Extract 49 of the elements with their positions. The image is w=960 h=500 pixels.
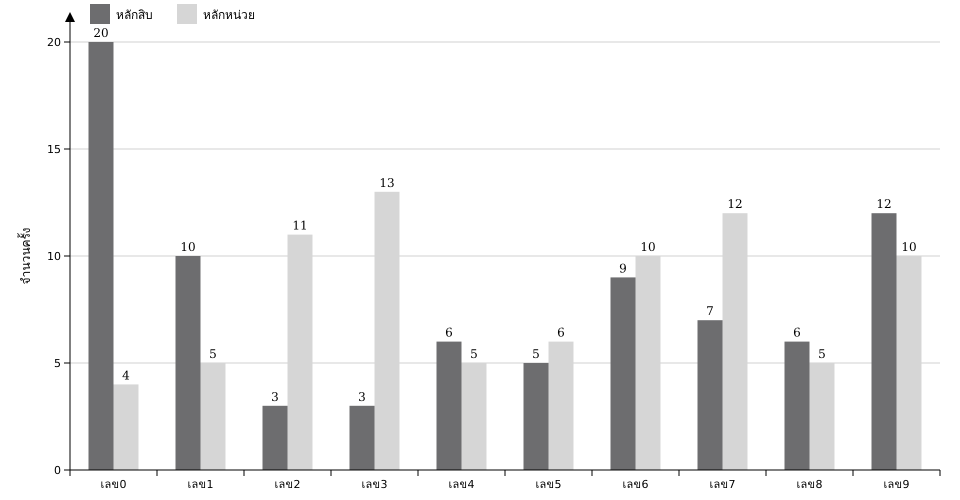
data-label: 3 — [358, 390, 366, 404]
bar — [784, 342, 810, 470]
x-tick-label: เลข6 — [622, 478, 648, 491]
bar — [872, 213, 896, 470]
x-tick-label: เลข4 — [448, 478, 474, 491]
x-tick-label: เลข7 — [710, 478, 736, 491]
x-tick-label: เลข3 — [362, 478, 388, 491]
bar — [610, 277, 636, 470]
data-label: 13 — [379, 176, 395, 190]
bar — [350, 406, 374, 470]
x-tick-label: เลข2 — [274, 478, 300, 491]
data-label: 3 — [271, 390, 279, 404]
bar — [436, 342, 462, 470]
data-label: 10 — [180, 240, 196, 254]
data-label: 6 — [793, 326, 801, 340]
bar — [524, 363, 548, 470]
y-tick-label: 5 — [54, 357, 61, 370]
y-tick-label: 0 — [54, 464, 61, 477]
bar — [176, 256, 200, 470]
bar — [698, 320, 722, 470]
data-label: 6 — [445, 326, 453, 340]
y-tick-label: 15 — [47, 143, 61, 156]
x-tick-label: เลข9 — [884, 478, 910, 491]
data-label: 11 — [292, 218, 308, 233]
y-axis-title: จำนวนครั้ง — [17, 228, 33, 284]
data-label: 5 — [532, 347, 540, 361]
x-tick-label: เลข0 — [100, 478, 126, 491]
y-tick-label: 20 — [47, 36, 61, 49]
data-label: 5 — [818, 347, 826, 361]
x-tick-label: เลข8 — [796, 478, 822, 491]
data-label: 6 — [557, 326, 565, 340]
data-label: 20 — [93, 26, 109, 40]
data-label: 10 — [640, 240, 656, 254]
bar — [114, 384, 138, 470]
data-label: 12 — [876, 197, 892, 212]
data-label: 12 — [727, 197, 743, 212]
data-label: 10 — [901, 240, 917, 254]
data-label: 5 — [470, 347, 478, 361]
bar — [88, 42, 114, 470]
x-tick-label: เลข1 — [188, 478, 214, 491]
data-label: 7 — [706, 304, 714, 318]
data-label: 9 — [619, 261, 627, 276]
y-tick-label: 10 — [47, 250, 61, 263]
legend-label: หลักสิบ — [116, 8, 153, 22]
data-label: 5 — [209, 347, 217, 361]
x-tick-label: เลข5 — [536, 478, 562, 491]
bar — [262, 406, 288, 470]
legend-label: หลักหน่วย — [203, 8, 255, 22]
data-label: 4 — [122, 368, 130, 382]
